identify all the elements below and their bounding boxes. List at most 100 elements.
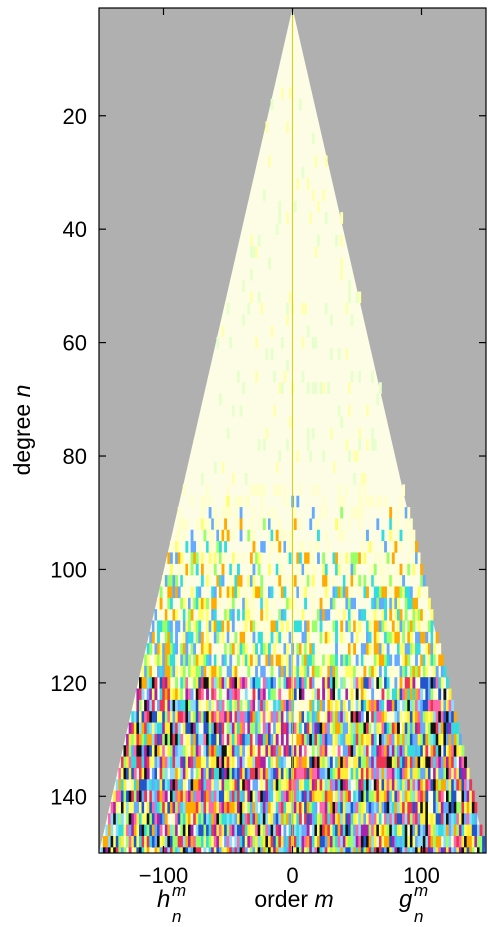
heatmap-cell [373,847,377,853]
heatmap-cell [265,677,269,689]
heatmap-cell [133,779,137,791]
heatmap-cell [363,609,367,621]
heatmap-cell [427,835,431,848]
heatmap-cell [226,586,230,599]
heatmap-cell [324,847,328,853]
heatmap-cell [231,790,235,803]
heatmap-cell [208,541,212,553]
heatmap-cell [355,507,359,519]
heatmap-cell [185,767,189,780]
heatmap-cell [306,824,310,837]
heatmap-cell [469,790,473,803]
heatmap-cell [224,654,228,667]
heatmap-cell [409,529,413,542]
heatmap-cell [206,597,209,610]
heatmap-cell [324,722,328,735]
heatmap-cell [260,711,264,723]
heatmap-cell [193,801,197,814]
heatmap-cell [453,835,457,848]
heatmap-cell [283,767,287,780]
heatmap-cell [138,711,142,723]
heatmap-cell [149,722,153,735]
heatmap-cell [105,847,109,853]
heatmap-cell [221,756,225,769]
heatmap-cell [402,722,406,735]
heatmap-cell [327,575,331,587]
heatmap-cell [464,779,467,791]
heatmap-cell [218,813,222,825]
heatmap-cell [368,824,372,837]
heatmap-cell [244,733,248,746]
heatmap-cell [368,801,372,814]
heatmap-cell [358,767,362,780]
heatmap-cell [244,688,248,701]
heatmap-cell [458,756,462,769]
heatmap-cell [283,835,287,848]
heatmap-cell [273,484,277,497]
heatmap-cell [218,699,222,712]
heatmap-cell [412,824,416,837]
heatmap-cell [420,631,424,644]
heatmap-cell [239,575,243,587]
heatmap-cell [453,847,457,853]
heatmap-cell [381,597,385,610]
heatmap-cell [412,609,416,621]
heatmap-cell [286,677,289,689]
heatmap-cell [216,654,220,667]
heatmap-cell [218,711,222,723]
heatmap-cell [218,597,222,610]
heatmap-cell [394,609,398,621]
heatmap-cell [177,620,181,633]
heatmap-cell [433,790,436,803]
heatmap-cell [350,711,354,723]
heatmap-cell [446,801,449,814]
heatmap-cell [332,847,336,853]
heatmap-cell [381,847,385,853]
heatmap-cell [273,756,277,769]
heatmap-cell [288,529,292,542]
heatmap-cell [319,779,323,791]
heatmap-cell [208,507,212,519]
heatmap-cell [427,620,431,633]
heatmap-cell [311,609,315,621]
heatmap-cell [340,835,344,848]
heatmap-cell [464,824,467,837]
heatmap-cell [404,767,408,780]
heatmap-cell [415,835,418,848]
heatmap-cell [448,813,452,825]
heatmap-cell [169,575,173,587]
heatmap-cell [131,733,135,746]
heatmap-cell [394,847,398,853]
heatmap-cell [260,847,264,853]
heatmap-cell [391,733,395,746]
heatmap-cell [157,643,160,655]
heatmap-cell [133,824,137,837]
heatmap-cell [296,643,300,655]
heatmap-cell [355,563,359,576]
heatmap-cell [167,609,171,621]
heatmap-cell [286,597,289,610]
heatmap-cell [278,484,282,497]
heatmap-cell [443,733,447,746]
heatmap-cell [120,790,124,803]
heatmap-cell [136,722,140,735]
heatmap-cell [314,722,318,735]
heatmap-cell [244,779,248,791]
heatmap-cell [136,835,140,848]
heatmap-cell [407,665,411,678]
heatmap-cell [350,801,354,814]
heatmap-cell [200,801,204,814]
heatmap-cell [342,722,346,735]
heatmap-cell [296,813,300,825]
heatmap-cell [270,745,274,757]
heatmap-cell [283,586,287,599]
heatmap-cell [317,824,320,837]
heatmap-cell [278,586,282,599]
heatmap-cell [422,631,426,644]
heatmap-cell [244,801,248,814]
heatmap-cell [162,767,166,780]
heatmap-cell [218,767,222,780]
heatmap-cell [216,620,220,633]
heatmap-cell [118,847,122,853]
heatmap-cell [177,586,181,599]
